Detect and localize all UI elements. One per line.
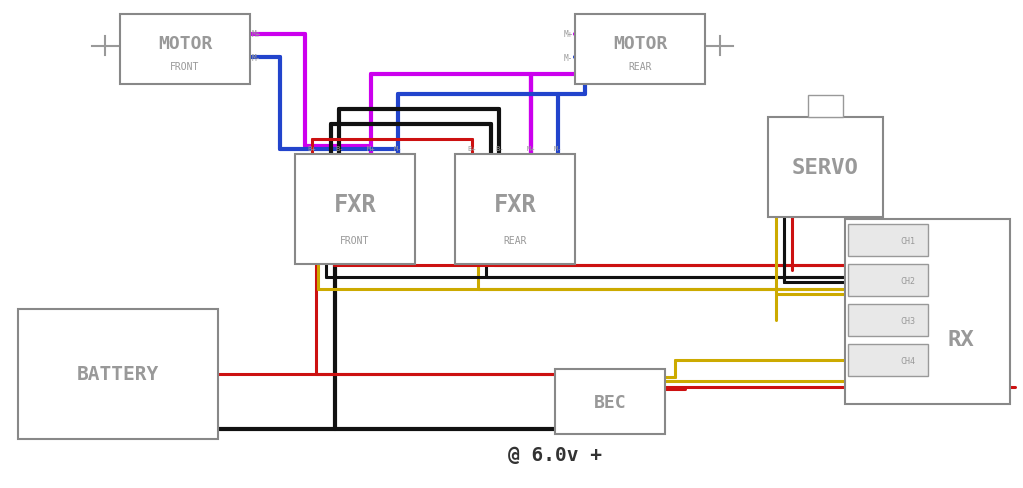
Text: @ 6.0v +: @ 6.0v + <box>508 445 602 464</box>
Text: FRONT: FRONT <box>341 235 369 245</box>
Text: M+: M+ <box>564 30 573 39</box>
Text: B+: B+ <box>468 146 476 152</box>
Bar <box>18 309 218 439</box>
Text: M+: M+ <box>527 146 535 152</box>
Bar <box>808 96 843 118</box>
Text: CH2: CH2 <box>900 276 916 285</box>
Text: CH4: CH4 <box>900 356 916 365</box>
Text: MOTOR: MOTOR <box>613 35 667 53</box>
Text: M-: M- <box>252 54 261 63</box>
Text: M+: M+ <box>252 30 261 39</box>
Text: M-: M- <box>564 54 573 63</box>
Text: BEC: BEC <box>593 393 626 411</box>
Text: B-: B- <box>336 146 344 152</box>
Text: M+: M+ <box>366 146 374 152</box>
Text: B-: B- <box>495 146 503 152</box>
Text: CH1: CH1 <box>900 236 916 245</box>
Text: CH3: CH3 <box>900 316 916 325</box>
Text: FXR: FXR <box>333 192 376 216</box>
Text: SERVO: SERVO <box>792 158 859 178</box>
Text: REAR: REAR <box>628 62 652 72</box>
Bar <box>848 264 928 296</box>
Bar <box>768 118 883 218</box>
Text: RX: RX <box>947 329 974 349</box>
Text: M-: M- <box>394 146 402 152</box>
Bar <box>455 155 575 264</box>
Bar <box>120 15 250 85</box>
Bar <box>575 15 705 85</box>
Text: FXR: FXR <box>494 192 536 216</box>
Text: REAR: REAR <box>503 235 527 245</box>
Bar <box>848 345 928 376</box>
Text: FRONT: FRONT <box>170 62 199 72</box>
Bar <box>848 305 928 336</box>
Bar <box>295 155 415 264</box>
Text: BATTERY: BATTERY <box>77 365 160 384</box>
Text: B+: B+ <box>308 146 316 152</box>
Bar <box>848 224 928 257</box>
Bar <box>555 369 665 434</box>
Bar <box>845 220 1010 404</box>
Text: M-: M- <box>553 146 563 152</box>
Text: MOTOR: MOTOR <box>158 35 212 53</box>
